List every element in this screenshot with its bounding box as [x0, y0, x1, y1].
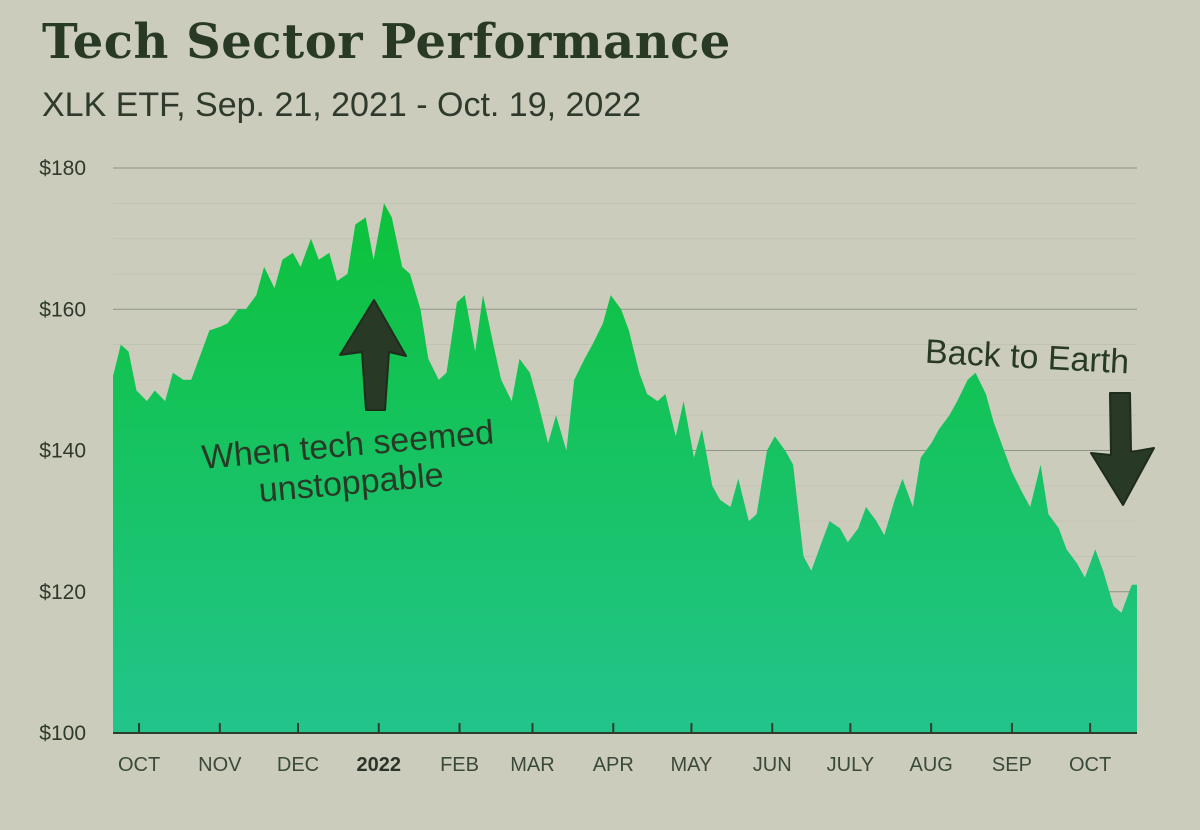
up-arrow-shape: [339, 299, 407, 411]
annotation-text-2: Back to Earth: [924, 333, 1130, 382]
chart-title: Tech Sector Performance: [42, 14, 731, 70]
y-tick-label: $140: [39, 440, 86, 463]
x-tick-label: SEP: [992, 754, 1032, 776]
x-tick-label: NOV: [198, 754, 242, 776]
y-tick-label: $180: [39, 157, 86, 180]
down-arrow: [1090, 392, 1155, 506]
x-tick-label: AUG: [909, 754, 952, 776]
y-tick-label: $160: [39, 298, 86, 321]
x-tick-label: JUN: [753, 754, 792, 776]
y-tick-label: $120: [39, 581, 86, 604]
x-tick-label: MAY: [671, 754, 713, 776]
annotation-line: Back to Earth: [924, 333, 1130, 382]
down-arrow-shape: [1090, 392, 1155, 506]
y-tick-label: $100: [39, 722, 86, 745]
x-tick-label: MAR: [510, 754, 554, 776]
x-tick-label: APR: [593, 754, 634, 776]
x-tick-label: OCT: [118, 754, 160, 776]
x-tick-label: FEB: [440, 754, 479, 776]
up-arrow: [339, 299, 407, 411]
x-tick-label: JULY: [827, 754, 874, 776]
x-tick-label: OCT: [1069, 754, 1111, 776]
x-tick-label: 2022: [357, 754, 402, 776]
chart-subtitle: XLK ETF, Sep. 21, 2021 - Oct. 19, 2022: [42, 86, 642, 124]
x-tick-label: DEC: [277, 754, 319, 776]
axes: $180 $160 $140 $120 $100 OCT NOV DEC 2022 FEB MAR A…: [39, 157, 1137, 776]
